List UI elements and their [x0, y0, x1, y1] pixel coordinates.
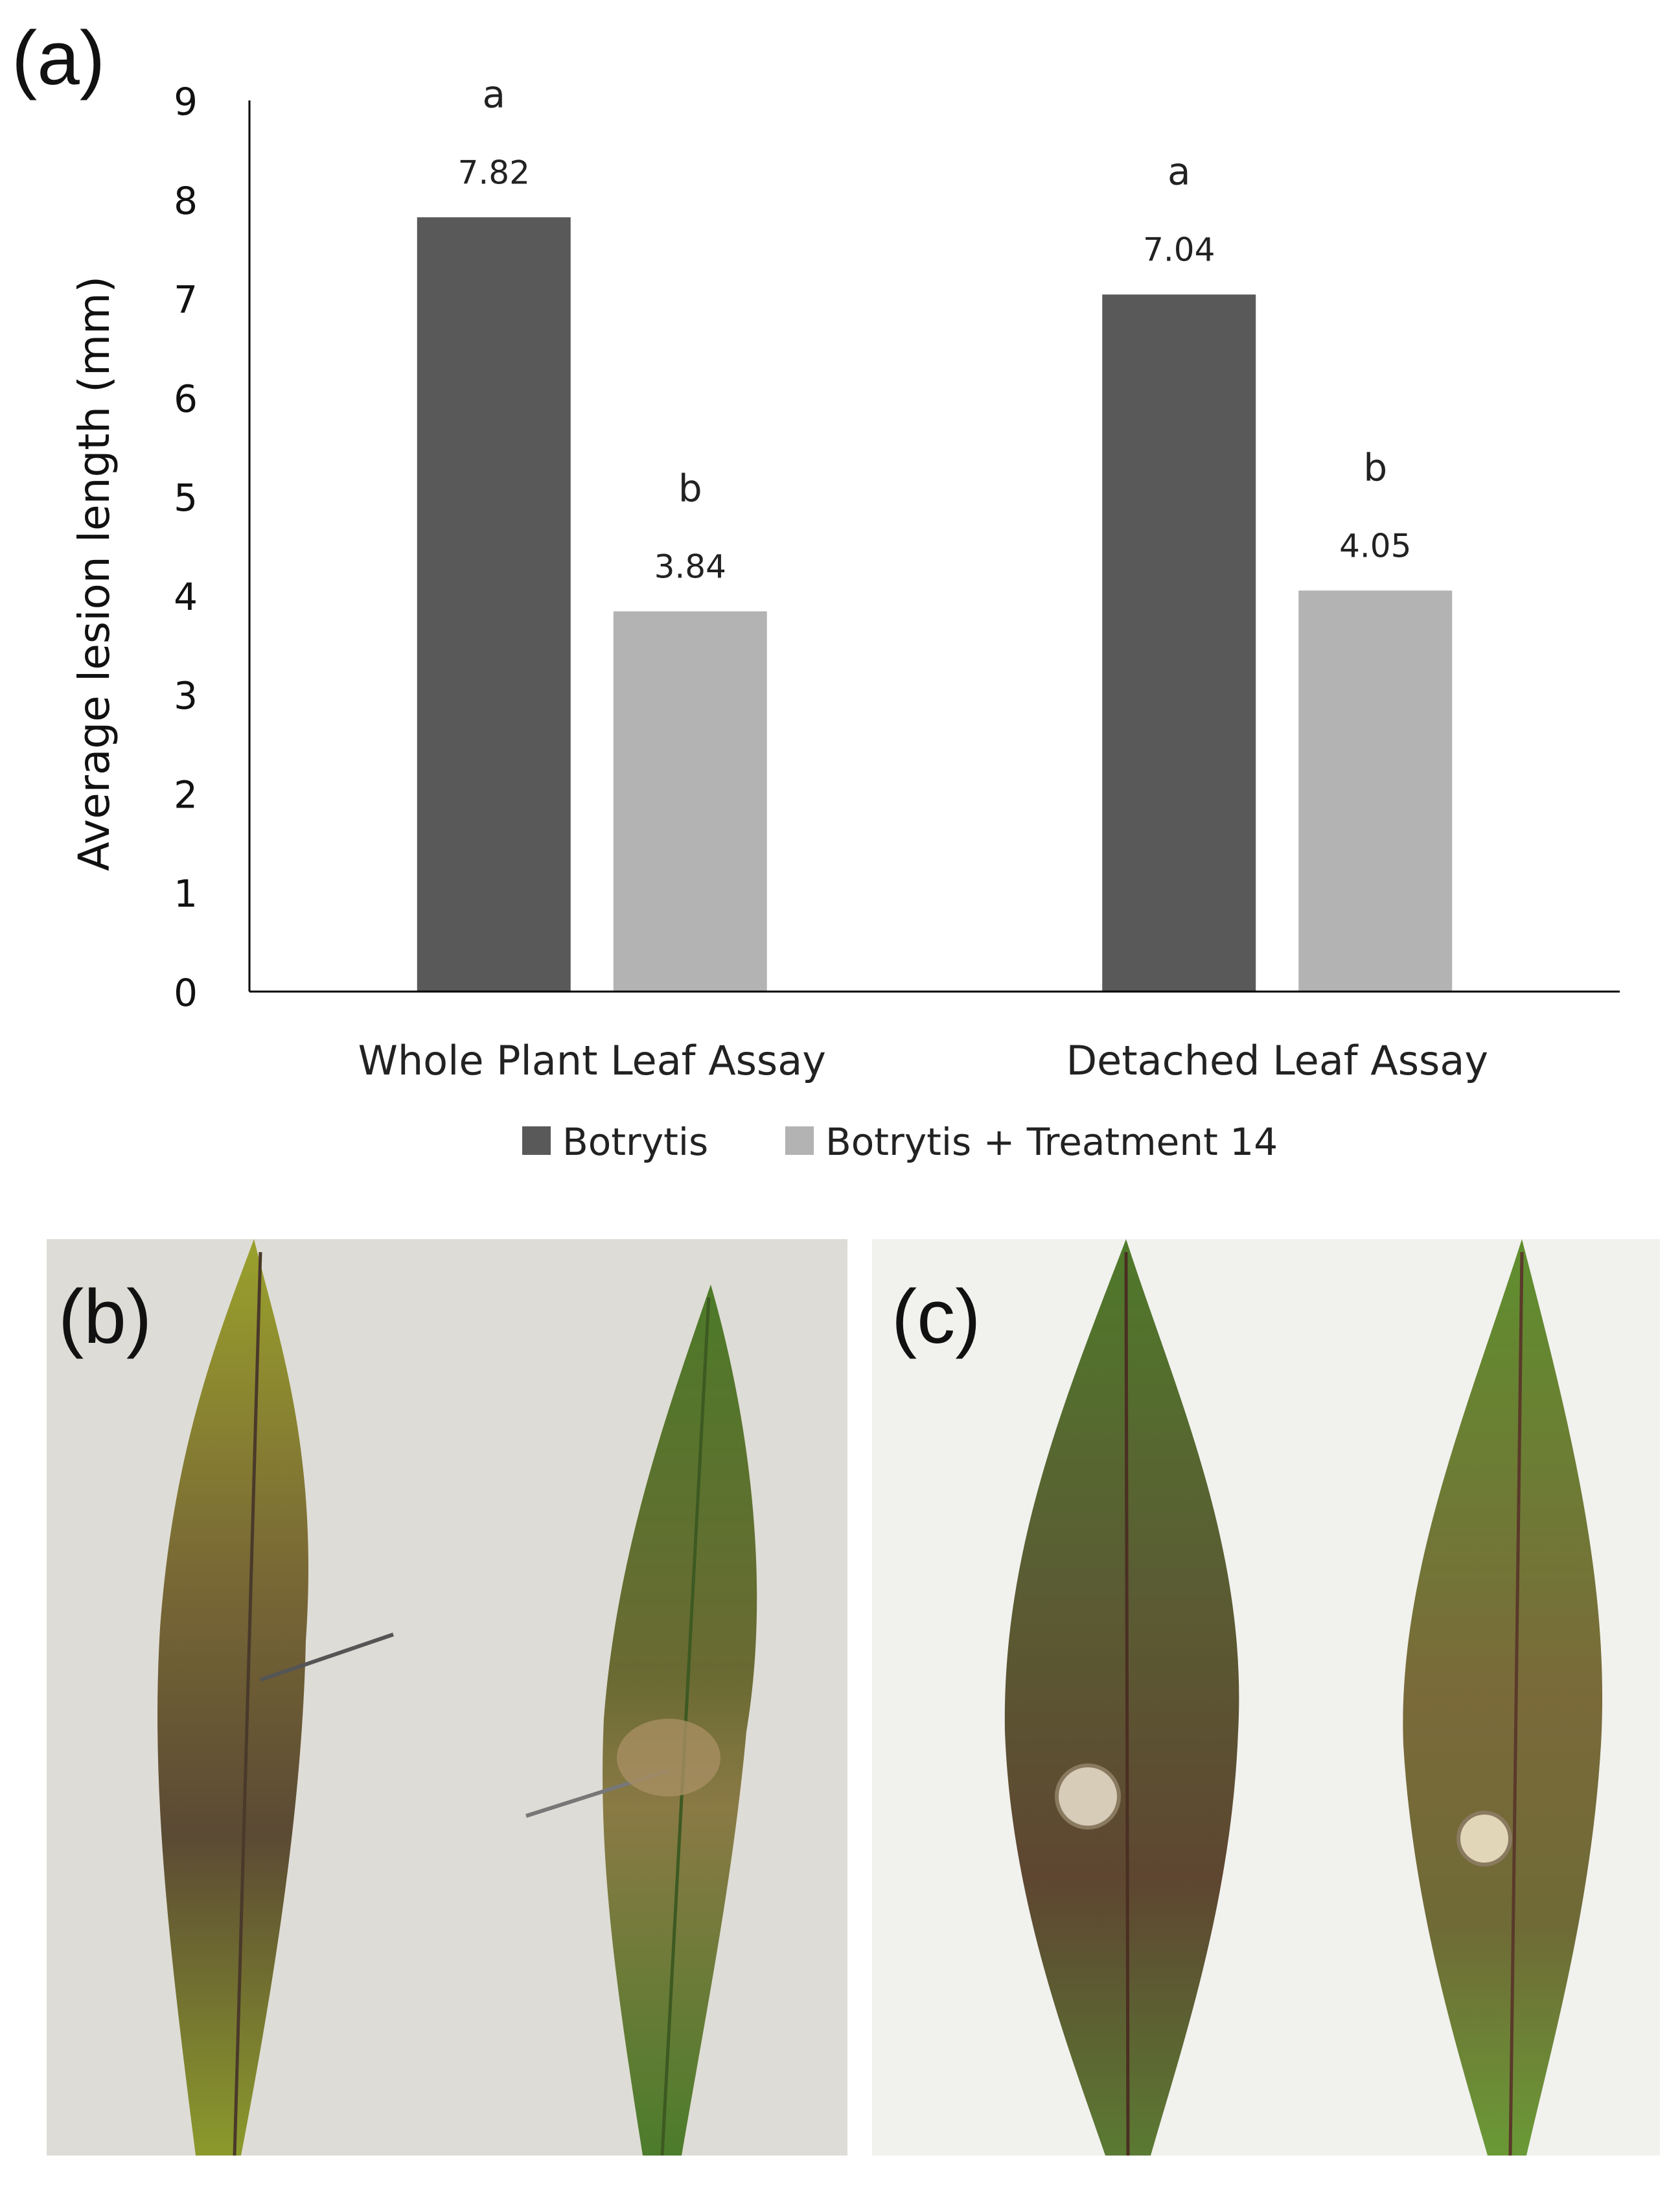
legend-entry: Botrytis: [562, 1120, 708, 1164]
legend-entry: Botrytis + Treatment 14: [825, 1120, 1278, 1164]
leaf-photo-icon: (c): [872, 1239, 1660, 2156]
data-label: 7.82: [458, 154, 530, 191]
value-labels: 7.82 3.84 7.04 4.05: [458, 154, 1412, 585]
bar: [1298, 590, 1453, 992]
bar: [417, 217, 571, 992]
photo-panel-b: (b): [47, 1239, 847, 2156]
x-axis-category-labels: Whole Plant Leaf Assay Detached Leaf Assa…: [358, 1037, 1488, 1084]
y-tick-label: 6: [174, 377, 198, 421]
y-tick-label: 2: [174, 773, 198, 817]
data-label: 4.05: [1339, 527, 1411, 564]
data-label: 3.84: [654, 548, 726, 585]
y-tick-label: 7: [174, 278, 198, 322]
legend-swatch: [785, 1126, 814, 1155]
legend-swatch: [522, 1126, 551, 1155]
y-tick-label: 4: [174, 575, 198, 619]
significance-letter: b: [1363, 445, 1387, 489]
bars: [417, 217, 1453, 992]
x-category-label: Detached Leaf Assay: [1066, 1037, 1488, 1084]
significance-letter: b: [678, 466, 702, 510]
legend: Botrytis Botrytis + Treatment 14: [522, 1120, 1278, 1164]
y-axis-ticks: 0 1 2 3 4 5 6 7 8 9: [174, 80, 198, 1015]
y-tick-label: 3: [174, 674, 198, 718]
y-tick-label: 5: [174, 476, 198, 520]
data-label: 7.04: [1143, 231, 1215, 268]
bar-chart: Average lesion length (mm) 0 1 2 3 4 5 6 7 8 9 7.…: [69, 72, 1620, 1164]
leaf-photo-icon: (b): [47, 1239, 847, 2156]
significance-letter: a: [482, 72, 505, 116]
significance-letters: a b a b: [482, 72, 1387, 510]
x-category-label: Whole Plant Leaf Assay: [358, 1037, 826, 1084]
panel-label-c: (c): [892, 1274, 981, 1360]
panel-label-a: (a): [12, 16, 105, 101]
bar: [613, 611, 767, 992]
y-axis-label: Average lesion length (mm): [69, 276, 119, 871]
panel-label-b: (b): [58, 1274, 152, 1360]
bar: [1102, 294, 1256, 992]
y-tick-label: 9: [174, 80, 198, 124]
y-tick-label: 1: [174, 872, 198, 916]
significance-letter: a: [1168, 149, 1191, 193]
y-tick-label: 0: [174, 971, 198, 1015]
photo-panel-c: (c): [872, 1239, 1660, 2156]
y-tick-label: 8: [174, 179, 198, 223]
